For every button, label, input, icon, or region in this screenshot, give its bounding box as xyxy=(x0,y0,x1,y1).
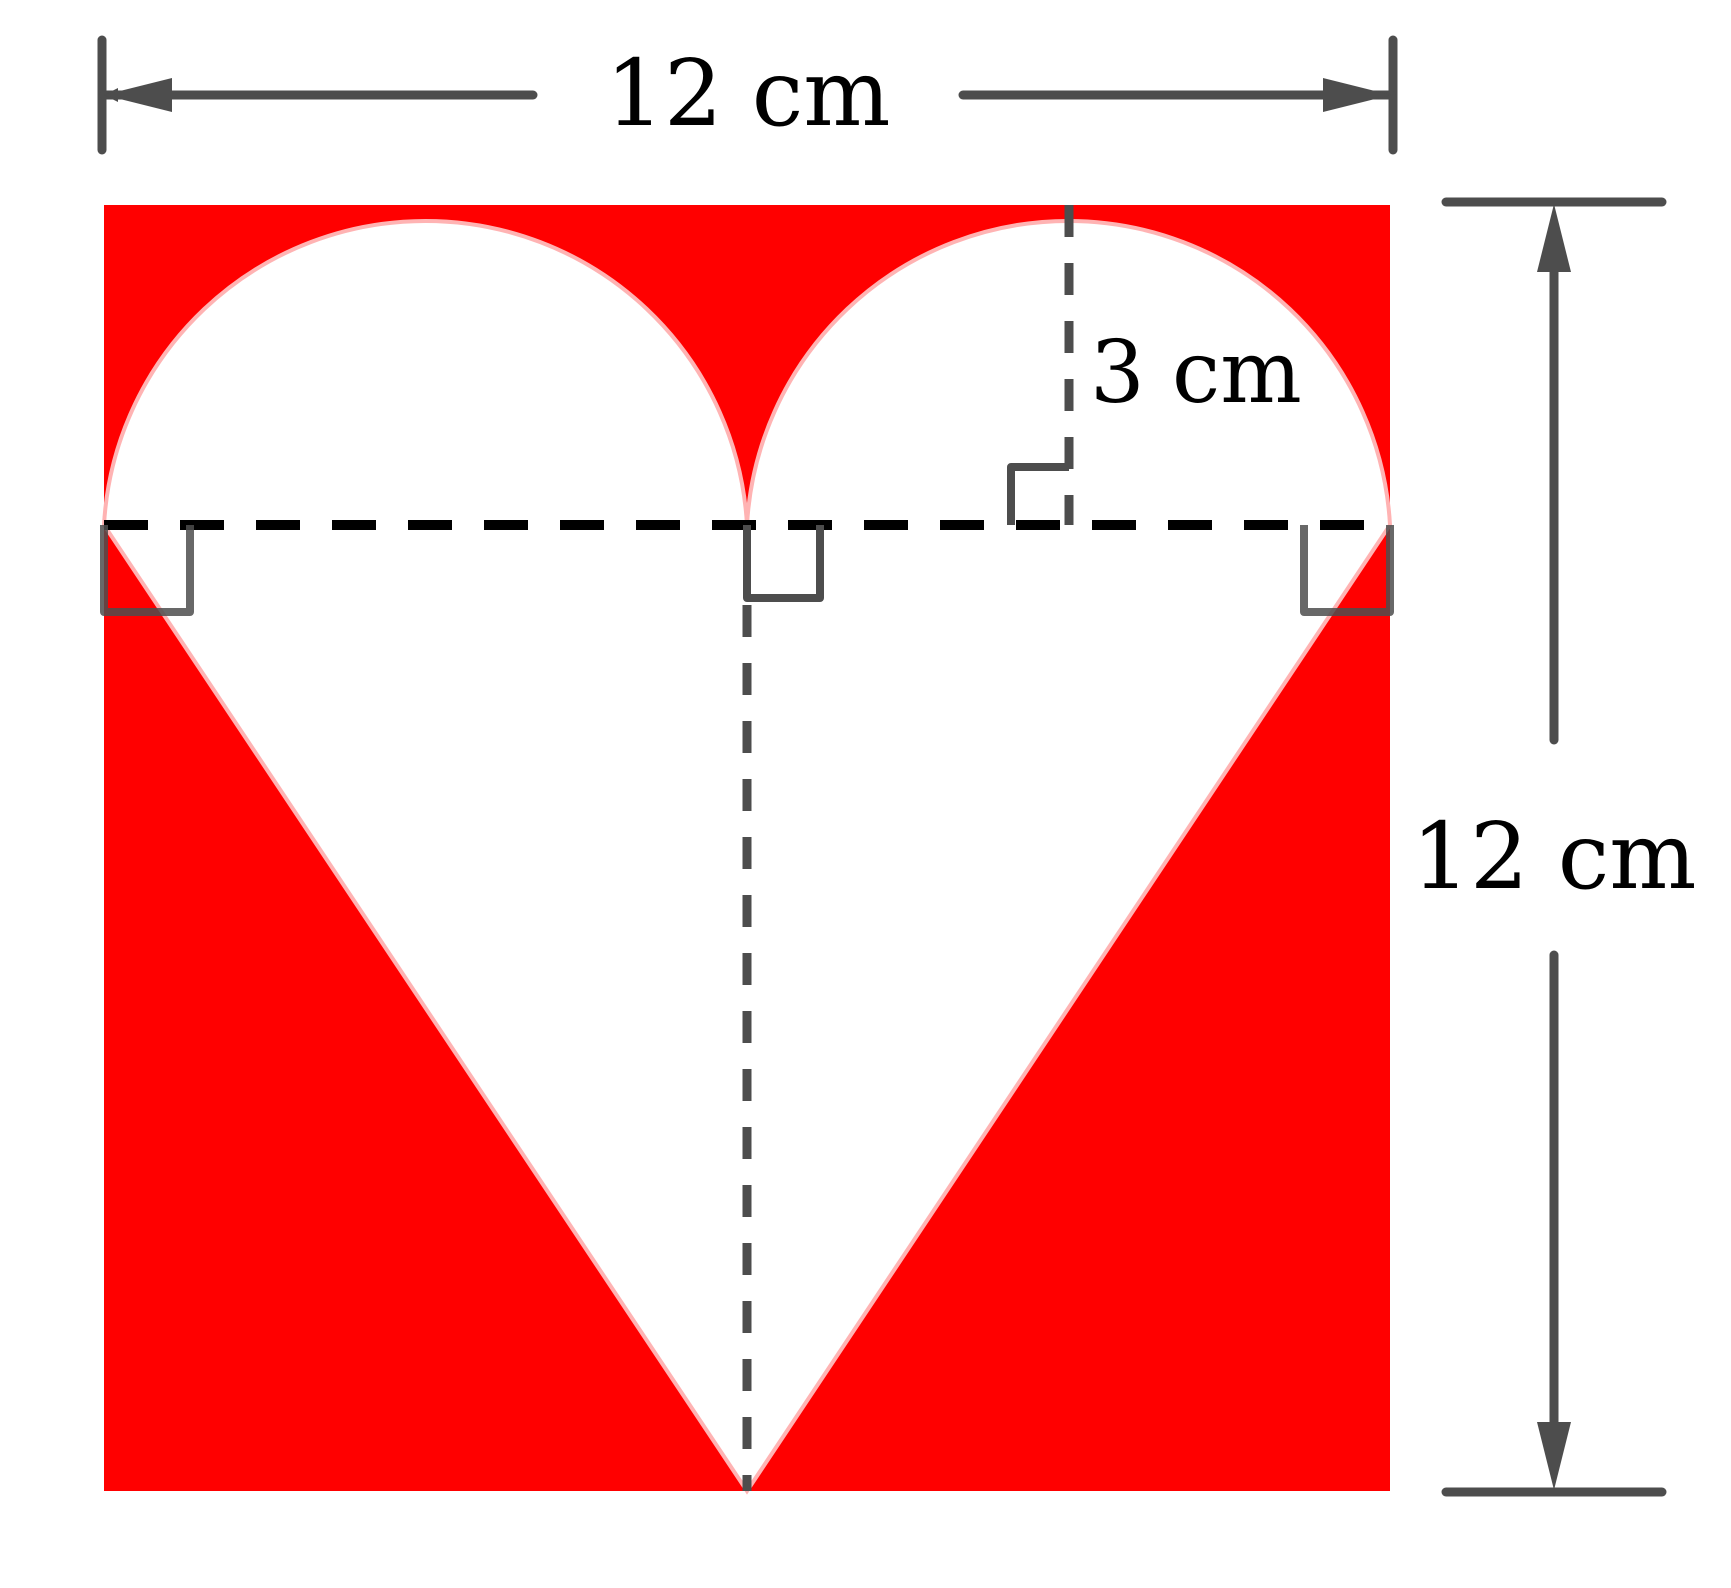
top-arrowhead-right xyxy=(1323,78,1391,112)
right-arrowhead-top xyxy=(1537,204,1571,272)
right-arrowhead-bottom xyxy=(1537,1422,1571,1490)
right-angle-marker-center xyxy=(743,525,824,602)
right-angle-marker-left xyxy=(100,525,194,616)
radius-label: 3 cm xyxy=(1090,323,1302,423)
right-height-label: 12 cm xyxy=(1411,803,1696,910)
right-angle-marker-right xyxy=(1300,525,1394,616)
top-width-label: 12 cm xyxy=(605,40,890,147)
top-arrowhead-left xyxy=(104,78,172,112)
right-angle-marker-radius xyxy=(1007,463,1069,525)
